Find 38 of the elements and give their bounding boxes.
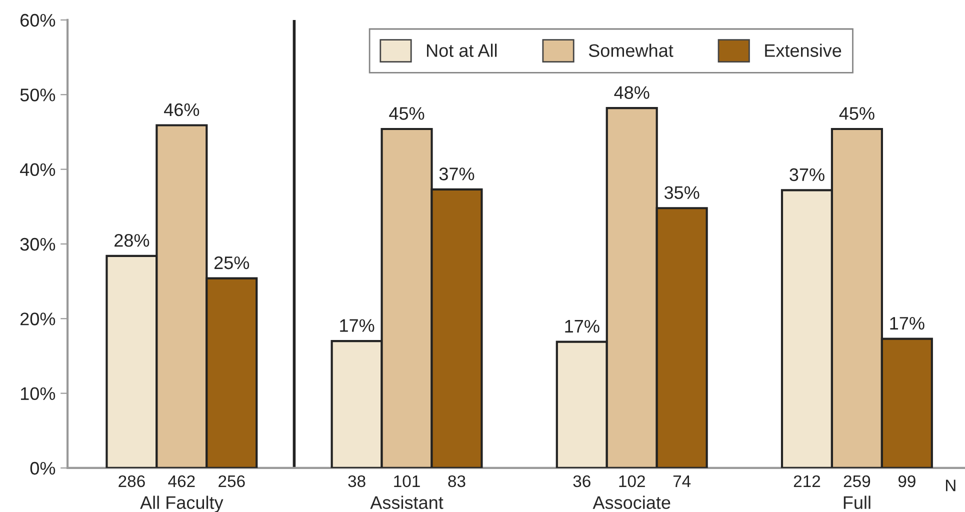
text: 36 xyxy=(573,475,590,488)
y-tick-label: 50% xyxy=(20,88,56,102)
legend-label: Extensive xyxy=(765,44,842,57)
text: 259 xyxy=(844,475,870,488)
text: N xyxy=(946,480,956,492)
x-tick-label: Assistant xyxy=(370,496,444,510)
data-label: 35% xyxy=(664,186,700,200)
data-label: 37% xyxy=(439,168,474,180)
data-label: 17% xyxy=(340,319,374,332)
data-label: 17% xyxy=(890,316,924,330)
data-label: 45% xyxy=(839,107,874,120)
text: 102 xyxy=(619,475,645,488)
legend-label: Somewhat xyxy=(588,44,674,57)
x-tick-label: Full xyxy=(844,496,870,510)
data-label: 17% xyxy=(565,320,600,333)
text: 101 xyxy=(394,475,420,488)
y-tick-label: 30% xyxy=(20,238,56,251)
data-label: 45% xyxy=(389,107,424,120)
y-tick-label: 20% xyxy=(20,312,56,326)
y-tick-label: 60% xyxy=(20,14,56,27)
data-label: 37% xyxy=(790,168,824,182)
text: 462 xyxy=(168,475,195,488)
x-tick-label: Associate xyxy=(592,496,670,510)
y-tick-label: 0% xyxy=(30,462,56,475)
y-tick-label: 10% xyxy=(20,387,56,400)
text: 74 xyxy=(673,476,691,487)
text: 83 xyxy=(448,475,466,488)
data-label: 25% xyxy=(214,256,250,270)
data-label: 48% xyxy=(614,86,650,99)
text: 38 xyxy=(348,475,366,488)
data-label: 28% xyxy=(114,234,150,247)
text: 286 xyxy=(118,475,145,488)
text: 99 xyxy=(898,475,916,488)
text: 212 xyxy=(794,475,820,487)
y-tick-label: 40% xyxy=(20,163,56,176)
legend-label: Not at All xyxy=(427,44,497,57)
text: 256 xyxy=(218,475,245,488)
data-label: 46% xyxy=(164,103,200,116)
